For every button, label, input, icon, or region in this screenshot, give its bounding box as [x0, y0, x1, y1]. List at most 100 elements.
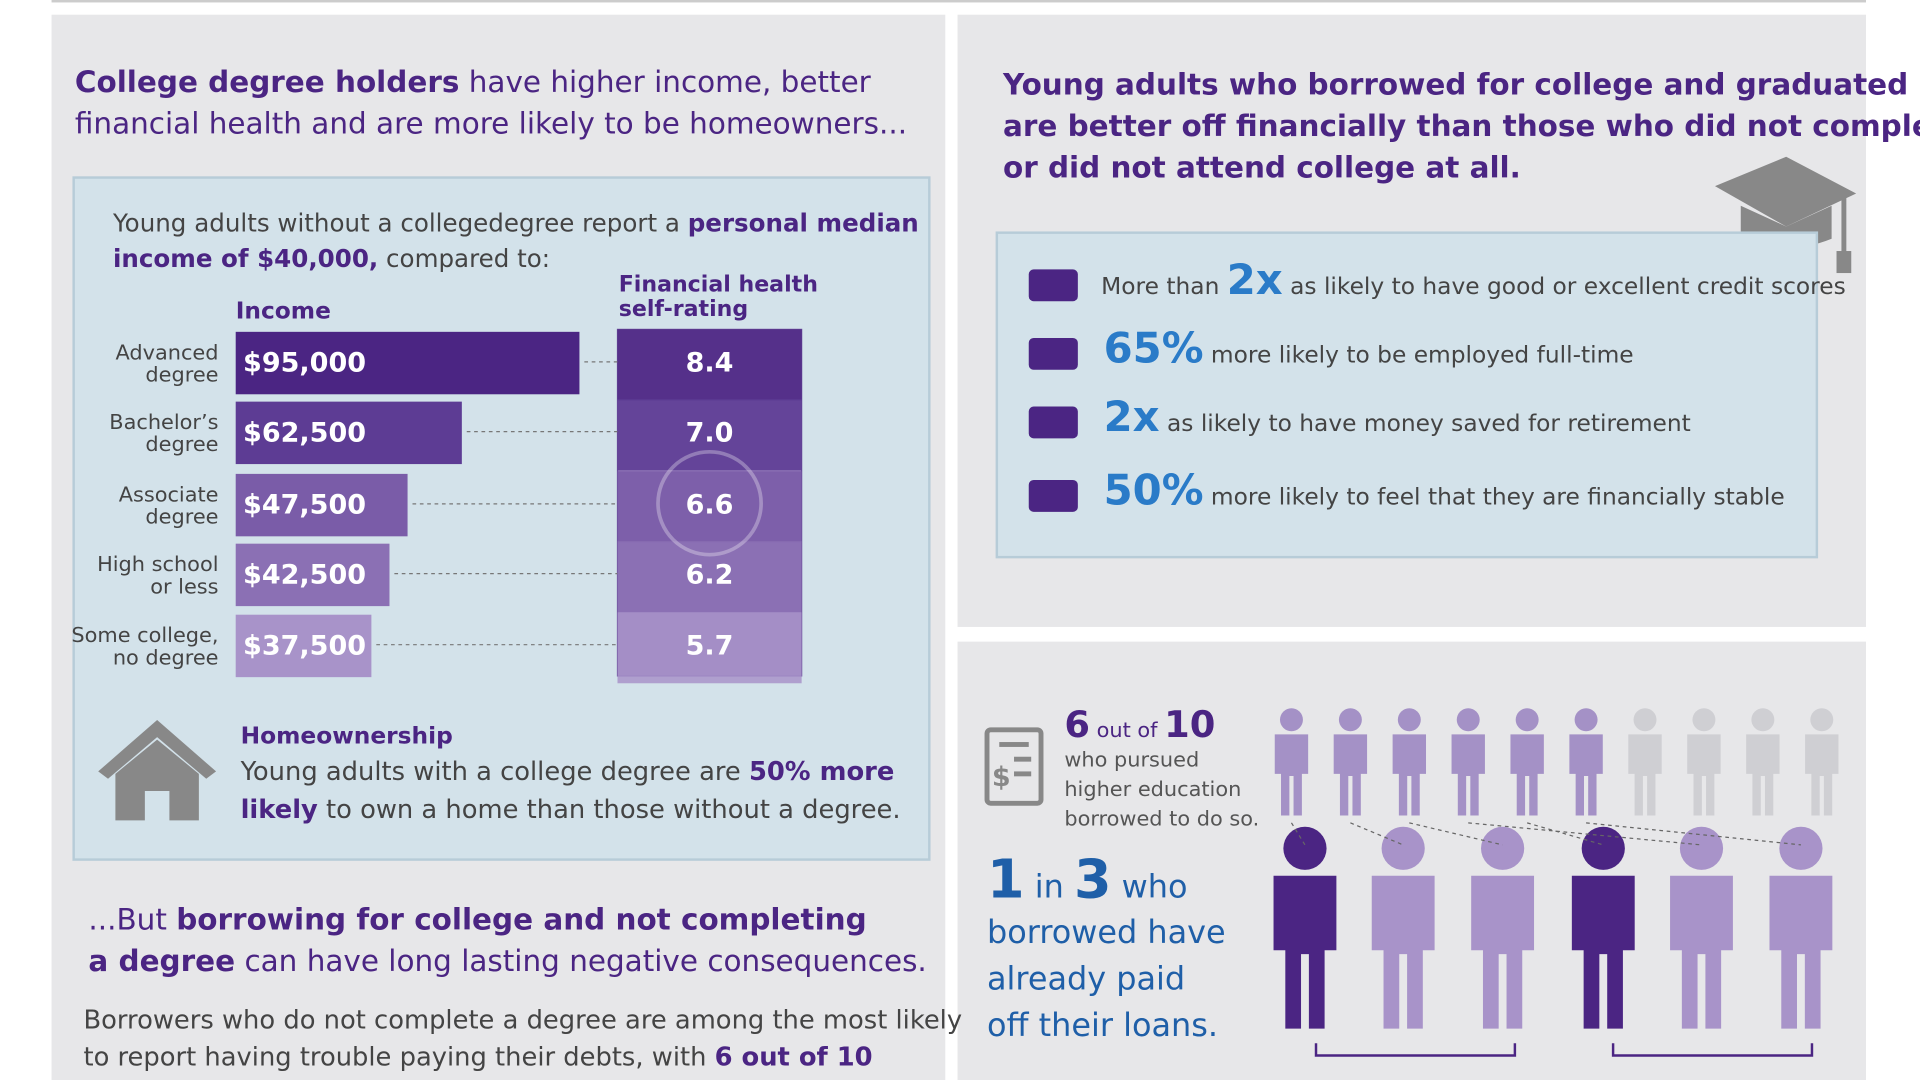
label-line: degree — [145, 432, 218, 456]
person-head — [1279, 708, 1303, 732]
one-line: already paid — [987, 959, 1185, 997]
stat-text: more likely to be employed full-time — [1204, 341, 1634, 368]
label-line: High school — [97, 552, 218, 576]
six-line: borrowed to do so. — [1064, 806, 1259, 830]
person-icon — [1569, 708, 1603, 816]
person-body — [1510, 734, 1544, 816]
income-bar — [235, 473, 408, 537]
six-lines: who pursued higher education borrowed to… — [1064, 748, 1259, 831]
left-heading: financial health and are more likely to … — [75, 107, 907, 141]
person-body — [1392, 734, 1427, 816]
intro-text: Young adults without a collegedegree rep… — [112, 208, 688, 237]
connector — [1468, 822, 1702, 846]
label-line: degree — [145, 362, 218, 386]
person-icon — [1805, 708, 1839, 816]
person-icon — [1571, 826, 1635, 1029]
connector — [1586, 822, 1801, 846]
intro-bold: income of $40,000, — [113, 244, 378, 273]
label-line: Associate — [119, 482, 219, 506]
rating-header: Financial health — [619, 272, 818, 297]
home-text: likely to own a home than those without … — [241, 795, 901, 825]
person-head — [1633, 708, 1657, 732]
intro: income of $40,000, compared to: — [113, 244, 550, 273]
home-title: Homeownership — [241, 722, 453, 749]
top-rule — [51, 0, 1866, 3]
connector — [1350, 822, 1404, 846]
stat: More than 2x as likely to have good or e… — [1101, 255, 1846, 304]
label-line: no degree — [113, 645, 219, 669]
stat-text: as likely to have money saved for retire… — [1160, 410, 1691, 437]
person-icon — [1510, 708, 1544, 816]
income-bar — [235, 401, 462, 465]
person-head — [1581, 826, 1625, 870]
big-number: 3 — [1074, 848, 1112, 911]
person-icon — [1670, 826, 1733, 1029]
six-line: who pursued — [1064, 748, 1199, 772]
income-label: $95,000 — [243, 348, 366, 379]
stat-big: 65% — [1104, 323, 1204, 372]
bracket — [1611, 1043, 1814, 1057]
person-head — [1338, 708, 1362, 732]
rating-header: self-rating — [619, 297, 748, 322]
bill-seal — [656, 450, 763, 557]
rating-cell — [617, 541, 802, 613]
person-body — [1769, 875, 1833, 1029]
income-label: $37,500 — [243, 631, 366, 662]
six-line: higher education — [1064, 777, 1241, 801]
person-icon — [1471, 826, 1535, 1029]
but-text: ...But — [88, 902, 176, 936]
person-head — [1397, 708, 1421, 732]
person-icon — [1371, 826, 1435, 1029]
heading-line: are better off financially than those wh… — [1003, 109, 1920, 143]
intro: Young adults without a collegedegree rep… — [112, 208, 919, 237]
label-line: or less — [150, 574, 218, 598]
person-head — [1515, 708, 1539, 732]
person-body — [1569, 734, 1603, 816]
borrowers-bold: 6 out of 10 — [715, 1042, 873, 1072]
home-bold: 50% more — [749, 757, 894, 787]
bracket — [1314, 1043, 1517, 1057]
rating-cell — [617, 399, 802, 471]
stat-icon — [1028, 480, 1078, 512]
svg-text:$: $ — [992, 762, 1011, 793]
person-head — [1381, 826, 1425, 870]
one-in-three: 1 in 3 who — [987, 848, 1188, 911]
label-line: degree — [145, 504, 218, 528]
left-heading: College degree holders have higher incom… — [75, 65, 872, 99]
who: who — [1112, 868, 1188, 906]
connector — [1409, 822, 1503, 846]
out-of: out of — [1090, 718, 1164, 742]
but-bold: borrowing for college and not completing — [176, 902, 866, 936]
person-head — [1810, 708, 1834, 732]
person-body — [1273, 875, 1337, 1029]
stat-prefix: More than — [1101, 273, 1227, 300]
but-heading: ...But borrowing for college and not com… — [88, 902, 866, 936]
stat-big: 50% — [1104, 466, 1204, 515]
stat-icon — [1028, 337, 1078, 370]
person-head — [1692, 708, 1716, 732]
person-head — [1456, 708, 1480, 732]
rating-label: 5.7 — [686, 631, 734, 662]
intro-bold: personal median — [688, 208, 919, 237]
home-line: to own a home than those without a degre… — [318, 795, 901, 825]
person-icon — [1333, 708, 1368, 816]
heading-line: or did not attend college at all. — [1003, 151, 1521, 185]
in: in — [1025, 868, 1074, 906]
big-number: 6 — [1064, 703, 1090, 746]
person-icon — [1274, 708, 1309, 816]
person-icon — [1451, 708, 1485, 816]
income-bar — [235, 614, 372, 678]
person-icon — [1628, 708, 1662, 816]
person-head — [1779, 826, 1823, 870]
one-line: borrowed have — [987, 913, 1226, 951]
person-icon — [1687, 708, 1721, 816]
home-line: Young adults with a college degree are — [240, 757, 749, 787]
rating-label: 6.2 — [686, 560, 734, 591]
one-lines: borrowed have already paid off their loa… — [987, 913, 1226, 1044]
home-text: Young adults with a college degree are 5… — [240, 757, 895, 787]
person-head — [1574, 708, 1598, 732]
row-label: Associate degree — [119, 482, 219, 528]
row-label: Bachelor’s degree — [109, 410, 218, 456]
